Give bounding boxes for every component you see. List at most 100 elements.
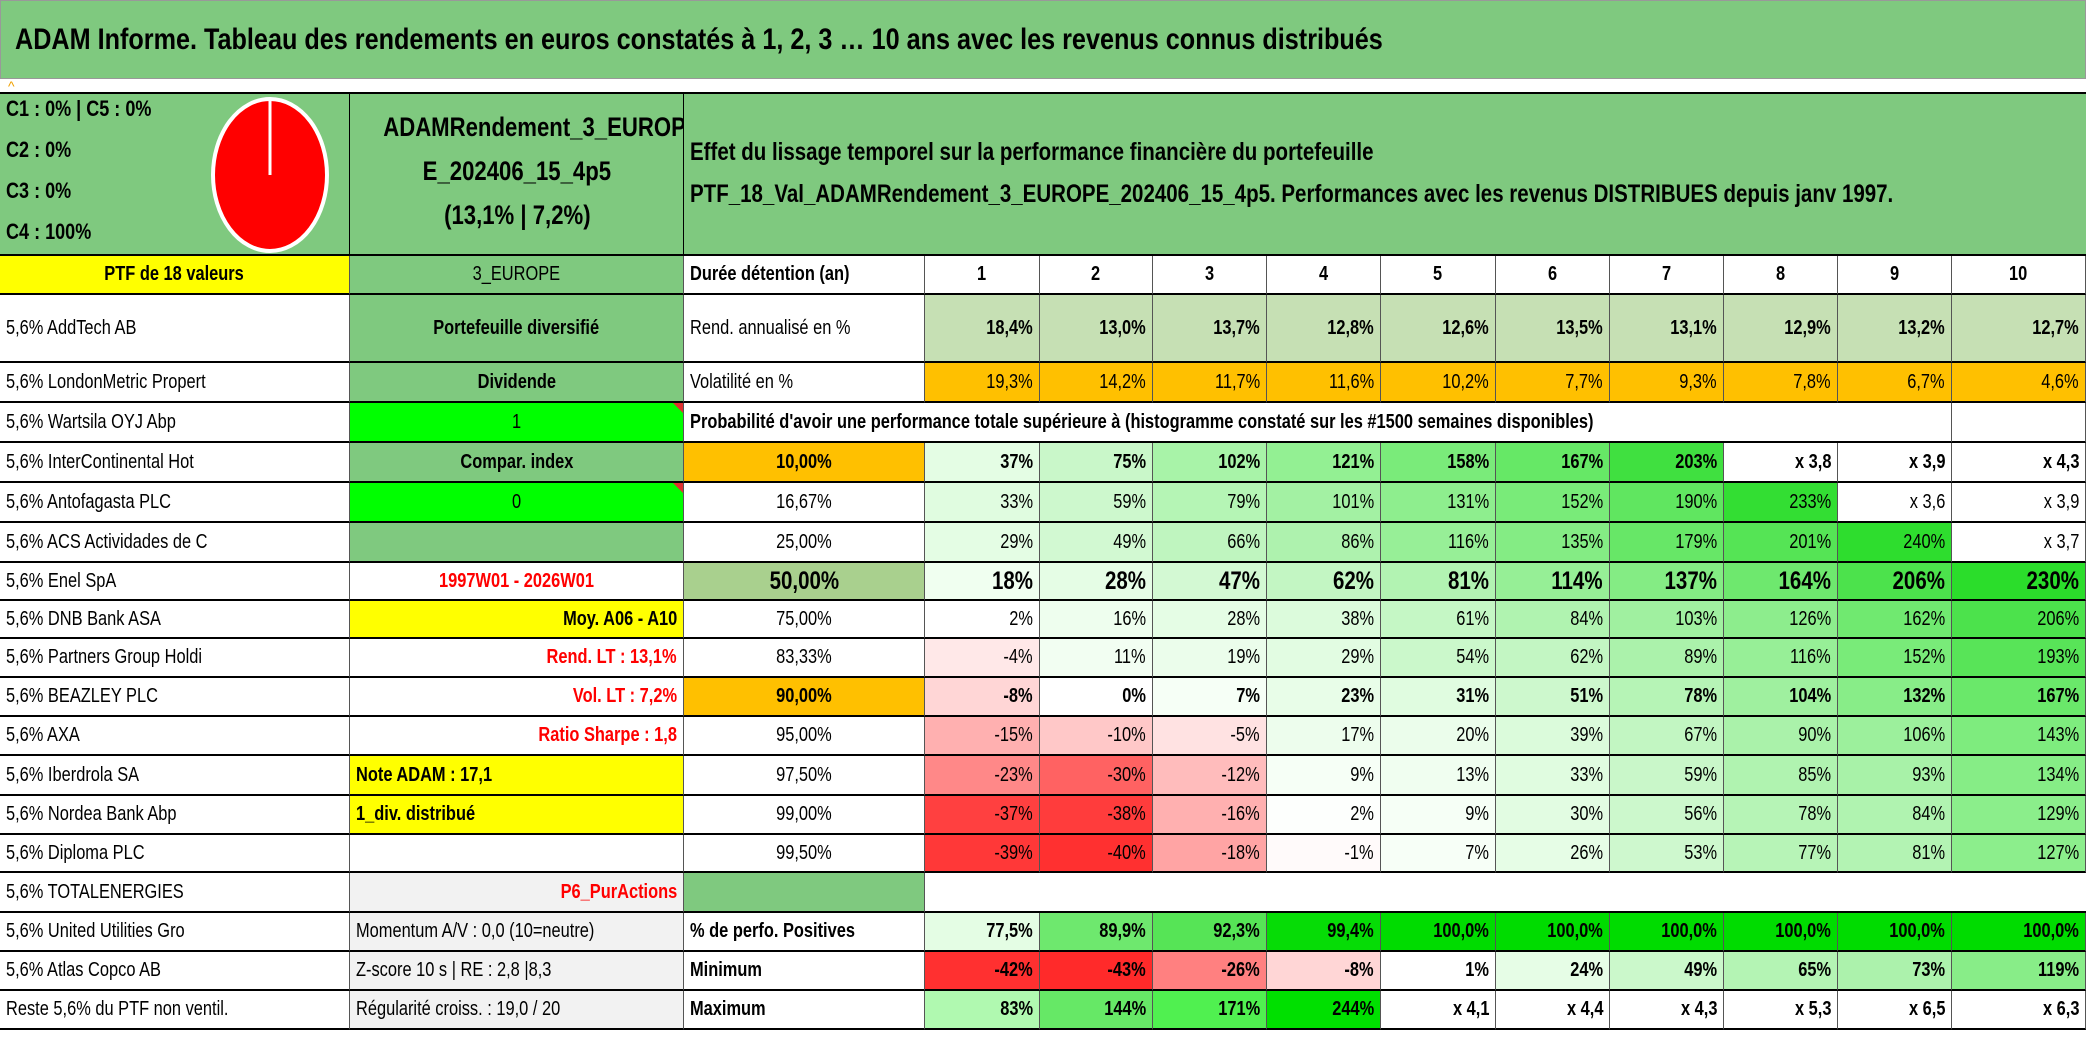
probability-threshold[interactable]: 97,50% xyxy=(684,756,925,796)
value-cell-year-2[interactable]: 144% xyxy=(1040,991,1153,1030)
value-cell-year-10[interactable]: 119% xyxy=(1952,952,2086,991)
year-header-6[interactable]: 6 xyxy=(1496,256,1610,295)
info-cell[interactable]: P6_PurActions xyxy=(350,873,684,913)
value-cell-year-2[interactable]: 28% xyxy=(1040,563,1153,601)
value-cell-year-1[interactable]: 18% xyxy=(925,563,1040,601)
value-cell-year-9[interactable]: 206% xyxy=(1838,563,1952,601)
value-cell-year-3[interactable]: 66% xyxy=(1153,523,1267,563)
probability-threshold[interactable]: 95,00% xyxy=(684,717,925,756)
year-header-9[interactable]: 9 xyxy=(1838,256,1952,295)
info-cell[interactable]: 1 xyxy=(350,403,684,443)
value-cell-year-5[interactable]: 54% xyxy=(1381,639,1496,678)
value-cell-year-7[interactable]: 100,0% xyxy=(1610,913,1724,952)
value-cell-year-5[interactable]: 1% xyxy=(1381,952,1496,991)
probability-threshold[interactable]: 10,00% xyxy=(684,443,925,483)
value-cell-year-1[interactable]: 33% xyxy=(925,483,1040,523)
value-cell-year-4[interactable]: 17% xyxy=(1267,717,1381,756)
value-cell-year-7[interactable]: 53% xyxy=(1610,835,1724,873)
value-cell-year-4[interactable]: 11,6% xyxy=(1267,363,1381,403)
value-cell-year-6[interactable]: 152% xyxy=(1496,483,1610,523)
value-cell-year-2[interactable]: -38% xyxy=(1040,796,1153,835)
value-cell-year-4[interactable]: 62% xyxy=(1267,563,1381,601)
value-cell-year-1[interactable]: 37% xyxy=(925,443,1040,483)
value-cell-year-9[interactable]: x 3,9 xyxy=(1838,443,1952,483)
value-cell-year-5[interactable]: 9% xyxy=(1381,796,1496,835)
value-cell-year-6[interactable]: 167% xyxy=(1496,443,1610,483)
value-cell-year-9[interactable]: 100,0% xyxy=(1838,913,1952,952)
value-cell-year-7[interactable]: 59% xyxy=(1610,756,1724,796)
value-cell-year-10[interactable]: 193% xyxy=(1952,639,2086,678)
value-cell-year-6[interactable]: 13,5% xyxy=(1496,295,1610,363)
info-cell[interactable] xyxy=(350,523,684,563)
value-cell-year-9[interactable]: 13,2% xyxy=(1838,295,1952,363)
value-cell-year-8[interactable]: 126% xyxy=(1724,601,1838,639)
value-cell-year-5[interactable]: 12,6% xyxy=(1381,295,1496,363)
metric-label[interactable]: Minimum xyxy=(684,952,925,991)
value-cell-year-9[interactable]: 6,7% xyxy=(1838,363,1952,403)
value-cell-year-1[interactable]: 19,3% xyxy=(925,363,1040,403)
value-cell-year-6[interactable]: 39% xyxy=(1496,717,1610,756)
value-cell-year-4[interactable]: -1% xyxy=(1267,835,1381,873)
info-cell[interactable] xyxy=(350,835,684,873)
value-cell-year-6[interactable]: 84% xyxy=(1496,601,1610,639)
value-cell-year-8[interactable]: 233% xyxy=(1724,483,1838,523)
value-cell-year-3[interactable]: 7% xyxy=(1153,678,1267,717)
info-cell[interactable]: Ratio Sharpe : 1,8 xyxy=(350,717,684,756)
value-cell-year-8[interactable]: 116% xyxy=(1724,639,1838,678)
value-cell-year-6[interactable]: 62% xyxy=(1496,639,1610,678)
value-cell-year-1[interactable]: -4% xyxy=(925,639,1040,678)
value-cell-year-8[interactable]: x 5,3 xyxy=(1724,991,1838,1030)
value-cell-year-4[interactable]: 38% xyxy=(1267,601,1381,639)
value-cell-year-2[interactable]: 49% xyxy=(1040,523,1153,563)
holding-name[interactable]: 5,6% LondonMetric Propert xyxy=(0,363,350,403)
value-cell-year-3[interactable]: -18% xyxy=(1153,835,1267,873)
year-header-4[interactable]: 4 xyxy=(1267,256,1381,295)
value-cell-year-7[interactable]: 89% xyxy=(1610,639,1724,678)
value-cell-year-4[interactable]: 9% xyxy=(1267,756,1381,796)
value-cell-year-7[interactable]: 13,1% xyxy=(1610,295,1724,363)
value-cell-year-2[interactable]: 89,9% xyxy=(1040,913,1153,952)
value-cell-year-1[interactable]: -15% xyxy=(925,717,1040,756)
value-cell-year-6[interactable]: 51% xyxy=(1496,678,1610,717)
holding-name[interactable]: 5,6% AXA xyxy=(0,717,350,756)
value-cell-year-4[interactable]: 12,8% xyxy=(1267,295,1381,363)
holding-name[interactable]: 5,6% TOTALENERGIES xyxy=(0,873,350,913)
metric-label[interactable]: Rend. annualisé en % xyxy=(684,295,925,363)
value-cell-year-10[interactable]: 206% xyxy=(1952,601,2086,639)
value-cell-year-9[interactable]: 240% xyxy=(1838,523,1952,563)
value-cell-year-8[interactable]: 65% xyxy=(1724,952,1838,991)
value-cell-year-5[interactable]: 100,0% xyxy=(1381,913,1496,952)
value-cell-year-3[interactable]: 92,3% xyxy=(1153,913,1267,952)
value-cell-year-4[interactable]: 99,4% xyxy=(1267,913,1381,952)
year-header-7[interactable]: 7 xyxy=(1610,256,1724,295)
value-cell-year-10[interactable]: 143% xyxy=(1952,717,2086,756)
value-cell-year-5[interactable]: 158% xyxy=(1381,443,1496,483)
value-cell-year-3[interactable]: 11,7% xyxy=(1153,363,1267,403)
info-cell[interactable]: 1997W01 - 2026W01 xyxy=(350,563,684,601)
info-cell[interactable]: Vol. LT : 7,2% xyxy=(350,678,684,717)
value-cell-year-6[interactable]: 24% xyxy=(1496,952,1610,991)
value-cell-year-10[interactable]: 230% xyxy=(1952,563,2086,601)
portfolio-count-header[interactable]: PTF de 18 valeurs xyxy=(0,256,350,295)
value-cell-year-6[interactable]: 7,7% xyxy=(1496,363,1610,403)
value-cell-year-7[interactable]: 190% xyxy=(1610,483,1724,523)
value-cell-year-7[interactable]: 67% xyxy=(1610,717,1724,756)
value-cell-year-3[interactable]: 171% xyxy=(1153,991,1267,1030)
year-header-1[interactable]: 1 xyxy=(925,256,1040,295)
value-cell-year-1[interactable]: 2% xyxy=(925,601,1040,639)
holding-name[interactable]: 5,6% DNB Bank ASA xyxy=(0,601,350,639)
info-cell[interactable]: Note ADAM : 17,1 xyxy=(350,756,684,796)
probability-threshold[interactable]: 99,50% xyxy=(684,835,925,873)
value-cell-year-10[interactable]: 4,6% xyxy=(1952,363,2086,403)
value-cell-year-4[interactable]: 244% xyxy=(1267,991,1381,1030)
value-cell-year-1[interactable]: -42% xyxy=(925,952,1040,991)
value-cell-year-10[interactable]: 100,0% xyxy=(1952,913,2086,952)
holding-name[interactable]: 5,6% Diploma PLC xyxy=(0,835,350,873)
value-cell-year-10[interactable]: x 6,3 xyxy=(1952,991,2086,1030)
value-cell-year-10[interactable]: 134% xyxy=(1952,756,2086,796)
value-cell-year-5[interactable]: 116% xyxy=(1381,523,1496,563)
value-cell-year-2[interactable]: 14,2% xyxy=(1040,363,1153,403)
value-cell-year-10[interactable]: 12,7% xyxy=(1952,295,2086,363)
value-cell-year-5[interactable]: 20% xyxy=(1381,717,1496,756)
value-cell-year-5[interactable]: 81% xyxy=(1381,563,1496,601)
